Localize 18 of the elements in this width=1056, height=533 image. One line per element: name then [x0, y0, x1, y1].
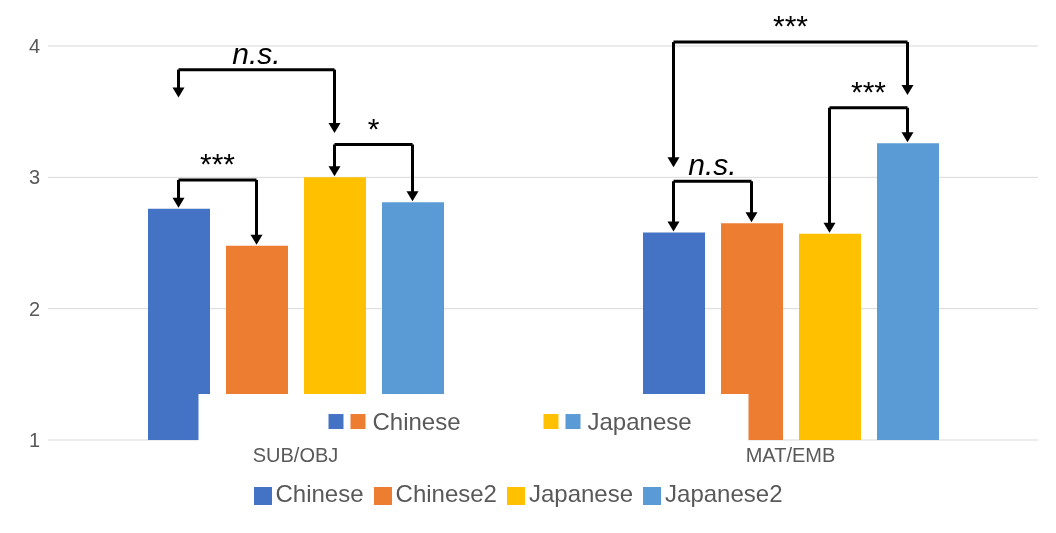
- y-tick-label: 4: [28, 35, 40, 58]
- x-tick-label: MAT/EMB: [745, 444, 836, 467]
- annotation: Chinese: [372, 408, 461, 436]
- annotation: ***: [850, 74, 887, 108]
- annotation: Japanese: [587, 408, 692, 436]
- legend-label: Japanese: [528, 480, 634, 507]
- legend-label: Chinese2: [395, 480, 497, 507]
- legend-label: Japanese2: [665, 480, 783, 507]
- y-tick-label: 1: [28, 429, 40, 452]
- y-tick-label: 3: [28, 166, 40, 189]
- annotation: *: [367, 111, 380, 145]
- x-tick-label: SUB/OBJ: [252, 444, 339, 467]
- legend-label: Chinese: [275, 480, 364, 507]
- annotation: n.s.: [232, 36, 281, 70]
- y-tick-label: 2: [28, 297, 40, 320]
- annotation: ***: [199, 146, 236, 180]
- text: ***: [772, 9, 809, 43]
- annotation: n.s.: [688, 148, 737, 182]
